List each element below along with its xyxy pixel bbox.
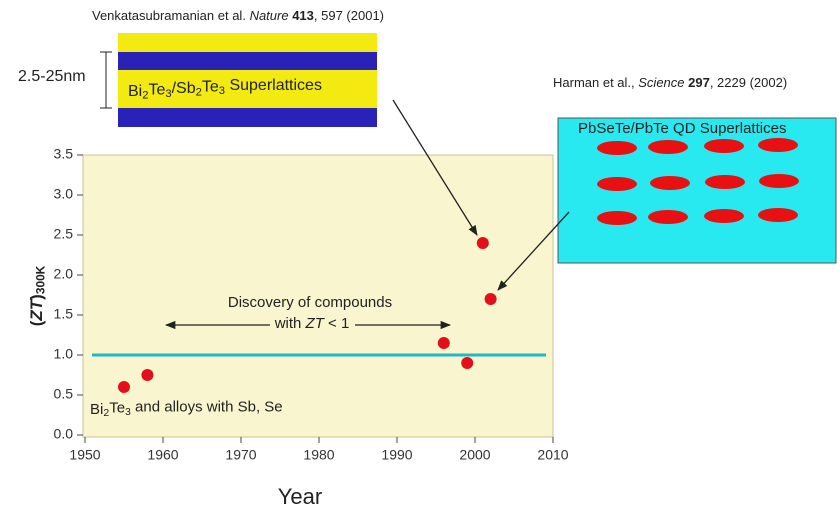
x-tick-label: 2010: [537, 447, 568, 463]
text-run: 297: [685, 75, 710, 90]
data-point: [118, 381, 130, 393]
text-run: 2: [103, 407, 109, 419]
annotation: Bi2Te3 and alloys with Sb, Se: [90, 398, 283, 419]
x-axis-label: Year: [278, 484, 322, 509]
text-run: 3: [219, 85, 225, 97]
data-point: [476, 237, 489, 249]
text-run: 2: [142, 89, 148, 101]
y-axis-label: (ZT)300K: [27, 265, 47, 326]
citation: Venkatasubramanian et al. Nature 413, 59…: [92, 8, 384, 23]
y-tick-label: 1.5: [54, 306, 74, 322]
thickness-label: 2.5-25nm: [18, 68, 86, 85]
text-run: /Sb: [172, 80, 196, 97]
text-run: Te: [148, 82, 165, 99]
text-run: 413: [289, 8, 314, 23]
text-run: , 2229 (2002): [710, 75, 787, 90]
text-run: ZT: [305, 315, 326, 332]
text-run: Venkatasubramanian et al.: [92, 8, 250, 23]
y-tick-label: 2.0: [54, 266, 74, 282]
y-tick-label: 0.0: [54, 426, 74, 442]
text-run: 300K: [34, 265, 48, 294]
data-point: [437, 337, 450, 349]
plot-area: [82, 154, 554, 438]
y-tick-label: 1.0: [54, 346, 74, 362]
y-tick-label: 3.5: [54, 146, 74, 162]
y-tick-label: 0.5: [54, 386, 74, 402]
quantum-dot-inset: [557, 117, 837, 264]
data-point: [484, 293, 497, 305]
text-run: (: [27, 320, 46, 326]
arrows: [164, 99, 570, 330]
text-run: Te: [202, 79, 219, 96]
text-run: Superlattices: [225, 77, 322, 94]
data-point: [461, 357, 474, 369]
annotation: Discovery of compounds: [228, 294, 392, 311]
y-tick-label: 2.5: [54, 226, 74, 242]
text-run: Bi: [90, 401, 103, 418]
y-tick-label: 3.0: [54, 186, 74, 202]
text-run: ZT: [27, 298, 46, 321]
text-run: , 597 (2001): [314, 8, 384, 23]
text-run: with: [274, 315, 306, 332]
text-run: ): [27, 294, 46, 300]
x-tick-label: 1980: [303, 447, 334, 463]
x-tick-label: 2000: [459, 447, 490, 463]
text-run: 2.5-25nm: [18, 68, 86, 85]
text-run: < 1: [324, 315, 349, 332]
text-run: 2: [196, 86, 202, 98]
text-run: Bi: [128, 83, 142, 100]
text-run: Nature: [250, 8, 289, 23]
text-run: PbSeTe/PbTe QD Superlattices: [578, 120, 786, 137]
x-tick-label: 1990: [381, 447, 412, 463]
text-run: Science: [638, 75, 684, 90]
x-tick-label: 1950: [69, 447, 100, 463]
inset-label: Bi2Te3/Sb2Te3 Superlattices: [128, 77, 322, 101]
x-tick-label: 1970: [225, 447, 256, 463]
annotation: with ZT < 1: [274, 315, 350, 332]
text-run: Harman et al.,: [553, 75, 638, 90]
x-tick-label: 1960: [147, 447, 178, 463]
text-run: 3: [165, 88, 171, 100]
text-run: and alloys with Sb, Se: [131, 398, 283, 415]
text-run: 3: [125, 406, 131, 418]
text-run: Discovery of compounds: [228, 294, 392, 311]
inset-label: PbSeTe/PbTe QD Superlattices: [578, 120, 786, 137]
data-point: [141, 369, 154, 381]
text-run: Te: [109, 400, 125, 417]
citation: Harman et al., Science 297, 2229 (2002): [553, 75, 787, 90]
superlattice-inset: [100, 33, 377, 127]
